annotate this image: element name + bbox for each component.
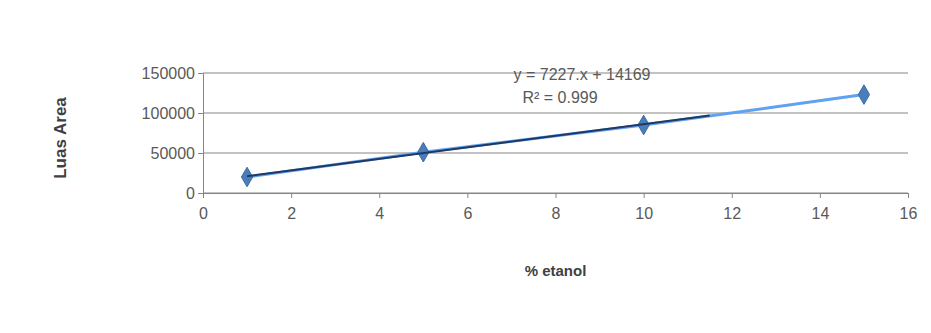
tick: 150000 bbox=[142, 65, 203, 82]
y-axis-title: Luas Area bbox=[51, 97, 70, 179]
tick-mark bbox=[908, 193, 909, 198]
tick-label: 16 bbox=[900, 205, 918, 222]
tick-mark bbox=[820, 193, 821, 198]
tick-label: 2 bbox=[287, 205, 296, 222]
annotation: y = 7227.x + 14169 bbox=[514, 66, 651, 83]
tick: 14 bbox=[811, 193, 829, 222]
annotation: R² = 0.999 bbox=[522, 89, 597, 106]
x-axis: 0 2 4 6 8 10 12 14 16 bbox=[199, 193, 917, 222]
series-line bbox=[247, 115, 710, 176]
tick-mark bbox=[379, 193, 380, 198]
tick-label: 10 bbox=[635, 205, 653, 222]
x-axis-title: % etanol bbox=[525, 262, 587, 279]
chart: 0 2 4 6 8 10 12 14 16 0 50000 100000 150000 % etanol L… bbox=[0, 0, 931, 333]
tick-mark bbox=[291, 193, 292, 198]
tick-mark bbox=[198, 153, 203, 154]
series-line bbox=[247, 95, 864, 177]
tick: 16 bbox=[900, 193, 918, 222]
tick-label: 8 bbox=[552, 205, 561, 222]
tick-mark bbox=[556, 193, 557, 198]
grid-line bbox=[203, 113, 908, 114]
tick-mark bbox=[198, 73, 203, 74]
marker bbox=[241, 167, 252, 187]
tick: 100000 bbox=[142, 105, 203, 122]
y-axis: 0 50000 100000 150000 bbox=[142, 65, 204, 202]
plot-area bbox=[241, 85, 869, 187]
tick-mark bbox=[732, 193, 733, 198]
marker bbox=[858, 85, 869, 105]
tick: 0 bbox=[199, 193, 208, 222]
tick-label: 0 bbox=[199, 205, 208, 222]
tick-label: 12 bbox=[723, 205, 741, 222]
tick-label: 150000 bbox=[142, 65, 195, 82]
tick-label: 0 bbox=[186, 185, 195, 202]
tick: 6 bbox=[463, 193, 472, 222]
axis-line bbox=[204, 194, 909, 199]
tick: 12 bbox=[723, 193, 741, 222]
tick: 10 bbox=[635, 193, 653, 222]
tick: 2 bbox=[287, 193, 296, 222]
tick-label: 4 bbox=[375, 205, 384, 222]
tick-mark bbox=[198, 113, 203, 114]
grid bbox=[203, 73, 908, 193]
tick-label: 100000 bbox=[142, 105, 195, 122]
tick-mark bbox=[644, 193, 645, 198]
tick-mark bbox=[198, 193, 203, 194]
tick-mark bbox=[467, 193, 468, 198]
tick-label: 50000 bbox=[151, 145, 196, 162]
grid-line bbox=[203, 153, 908, 154]
tick-label: 6 bbox=[463, 205, 472, 222]
axis-line bbox=[198, 74, 204, 194]
tick: 4 bbox=[375, 193, 384, 222]
tick: 0 bbox=[186, 185, 203, 202]
tick: 50000 bbox=[151, 145, 204, 162]
tick: 8 bbox=[552, 193, 561, 222]
tick-label: 14 bbox=[811, 205, 829, 222]
